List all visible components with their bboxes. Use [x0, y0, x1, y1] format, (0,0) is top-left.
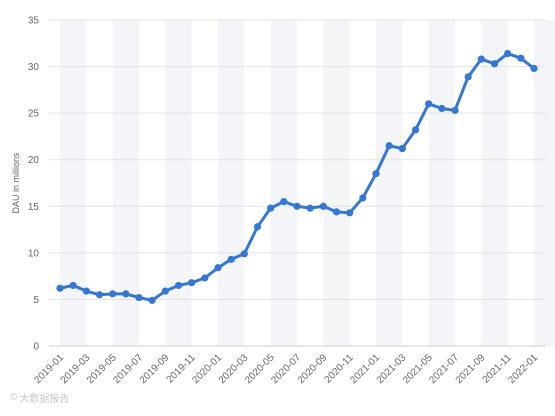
data-point: [135, 293, 143, 302]
data-point: [451, 106, 459, 114]
band: [218, 20, 245, 346]
data-point: [517, 54, 525, 62]
data-point: [188, 279, 196, 287]
watermark-mark: ©: [10, 392, 18, 403]
data-point: [477, 55, 485, 63]
data-point: [293, 202, 301, 210]
data-point: [56, 284, 64, 292]
data-point: [214, 264, 222, 272]
y-tick-label: 25: [28, 109, 40, 120]
band: [481, 20, 508, 346]
data-point: [359, 194, 367, 202]
data-point: [253, 223, 262, 231]
y-tick-label: 0: [33, 342, 39, 353]
data-point: [411, 126, 420, 134]
data-point: [122, 290, 130, 298]
watermark: © 大数据报告: [10, 390, 69, 405]
x-axis-ticks: 2019-012019-032019-052019-072019-092019-…: [32, 352, 540, 386]
data-point: [82, 287, 90, 295]
data-point: [530, 64, 538, 73]
band: [428, 20, 455, 346]
y-axis-title: DAU in millions: [11, 152, 21, 214]
band: [165, 20, 192, 346]
alternating-bands: [60, 20, 555, 346]
data-point: [161, 287, 169, 295]
data-point: [332, 208, 341, 216]
data-point: [201, 274, 209, 282]
watermark-text: 大数据报告: [19, 394, 70, 405]
data-point: [95, 291, 104, 299]
data-point: [319, 202, 327, 210]
data-point: [267, 204, 275, 212]
data-point: [490, 60, 499, 68]
band: [534, 20, 555, 346]
data-point: [306, 204, 314, 212]
data-point: [148, 296, 156, 304]
data-point: [504, 49, 512, 58]
band: [376, 20, 403, 346]
band: [323, 20, 350, 346]
y-tick-label: 15: [28, 202, 40, 213]
data-point: [240, 250, 248, 258]
y-tick-label: 20: [28, 155, 40, 166]
data-point: [346, 209, 354, 217]
y-tick-label: 5: [33, 295, 39, 306]
data-point: [227, 255, 235, 263]
x-tick-label: 2022-01: [506, 352, 540, 386]
data-point: [69, 281, 77, 290]
data-point: [280, 198, 288, 206]
data-point: [372, 170, 380, 178]
data-point: [109, 290, 117, 298]
y-tick-label: 10: [28, 248, 40, 259]
band: [60, 20, 87, 346]
data-point: [425, 100, 433, 108]
y-tick-label: 30: [28, 62, 40, 73]
data-point: [398, 144, 406, 153]
data-point: [385, 142, 393, 150]
band: [270, 20, 297, 346]
data-points: [56, 49, 538, 304]
y-axis-ticks: 0 5 10 15 20 25 30 35: [28, 16, 40, 353]
data-point: [464, 73, 472, 81]
data-point: [438, 104, 446, 113]
data-point: [174, 281, 183, 290]
y-tick-label: 35: [28, 16, 40, 27]
